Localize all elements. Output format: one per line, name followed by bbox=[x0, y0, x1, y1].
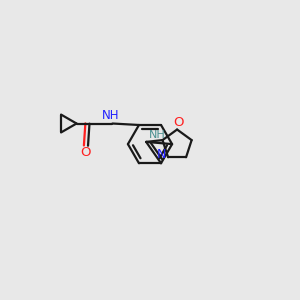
Text: O: O bbox=[80, 146, 91, 159]
Text: N: N bbox=[157, 148, 167, 160]
Text: O: O bbox=[173, 116, 184, 129]
Text: NH: NH bbox=[149, 130, 166, 140]
Text: NH: NH bbox=[102, 109, 120, 122]
